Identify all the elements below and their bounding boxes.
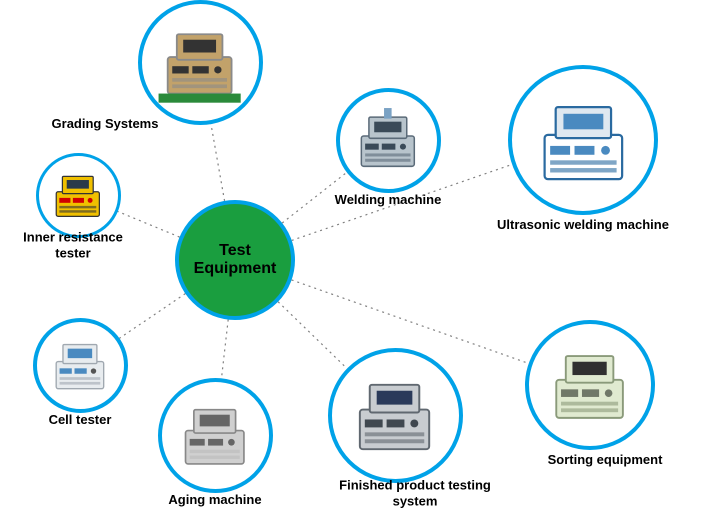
node-cell-tester: Cell tester	[33, 318, 128, 413]
diagram-canvas: TestEquipment Grading Systems Welding ma…	[0, 0, 714, 515]
label-cell-tester: Cell tester	[0, 412, 180, 428]
hub-test-equipment: TestEquipment	[175, 200, 295, 320]
label-sorting-equipment: Sorting equipment	[505, 452, 705, 468]
bubble-grading-systems	[138, 0, 263, 125]
hub-label-line1: Test	[219, 242, 251, 260]
bubble-finished-product	[328, 348, 463, 483]
node-finished-product: Finished product testing system	[328, 348, 463, 483]
label-ultrasonic-welding: Ultrasonic welding machine	[483, 217, 683, 233]
label-welding-machine: Welding machine	[288, 192, 488, 208]
bubble-welding-machine	[336, 88, 441, 193]
bubble-ultrasonic-welding	[508, 65, 658, 215]
label-grading-systems: Grading Systems	[5, 116, 205, 132]
node-aging-machine: Aging machine	[158, 378, 273, 493]
node-sorting-equipment: Sorting equipment	[525, 320, 655, 450]
node-grading-systems: Grading Systems	[138, 0, 263, 125]
bubble-inner-resistance	[36, 153, 121, 238]
hub-label-line2: Equipment	[194, 260, 277, 278]
bubble-sorting-equipment	[525, 320, 655, 450]
label-inner-resistance: Inner resistance tester	[0, 229, 173, 260]
node-inner-resistance: Inner resistance tester	[36, 153, 121, 238]
bubble-aging-machine	[158, 378, 273, 493]
bubble-cell-tester	[33, 318, 128, 413]
label-finished-product: Finished product testing system	[315, 477, 515, 508]
node-welding-machine: Welding machine	[336, 88, 441, 193]
node-ultrasonic-welding: Ultrasonic welding machine	[508, 65, 658, 215]
label-aging-machine: Aging machine	[115, 492, 315, 508]
